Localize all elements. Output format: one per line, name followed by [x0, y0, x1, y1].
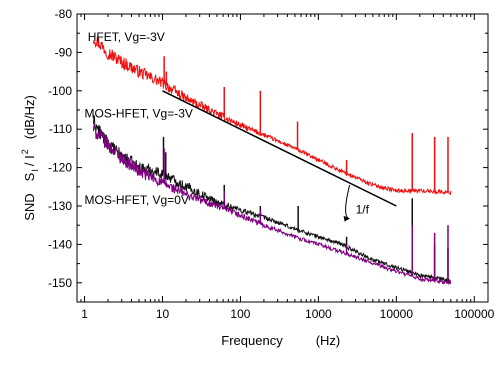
y-label-over-i: / I	[22, 155, 37, 166]
x-axis: 1 10 100 1000 10000 100000	[76, 14, 495, 321]
one-over-f-arrow	[345, 184, 351, 220]
annotations-group: HFET, Vg=-3V MOS-HFET, Vg=-3V MOS-HFET, Vg…	[85, 30, 370, 217]
y-tick-label: -130	[48, 199, 72, 213]
x-tick-label: 100	[230, 307, 250, 321]
x-tick-label: 10	[156, 307, 170, 321]
series-line	[92, 124, 452, 286]
x-tick-label: 1	[81, 307, 88, 321]
y-tick-label: -150	[48, 276, 72, 290]
y-label-sub-i: I	[30, 169, 40, 172]
x-axis-label-frequency: Frequency	[221, 333, 283, 348]
y-tick-label: -140	[48, 237, 72, 251]
series-group	[92, 36, 452, 286]
annotation-label: MOS-HFET, Vg=0V	[85, 193, 189, 207]
series-line	[92, 115, 452, 285]
y-label-s: S	[22, 172, 37, 181]
y-tick-label: -120	[48, 161, 72, 175]
one-over-f-reference-line	[162, 90, 397, 207]
y-tick-label: -90	[55, 45, 73, 59]
y-tick-label: -80	[55, 7, 73, 21]
y-label-unit: (dB/Hz)	[22, 95, 37, 139]
plot-frame	[76, 13, 489, 303]
x-axis-label-unit: (Hz)	[316, 333, 341, 348]
annotation-label: 1/f	[356, 203, 370, 217]
annotation-label: HFET, Vg=-3V	[88, 30, 165, 44]
y-label-sup-2: 2	[20, 149, 30, 154]
x-tick-label: 100000	[454, 307, 494, 321]
y-label-snd: SND	[22, 193, 37, 220]
annotation-label: MOS-HFET, Vg=-3V	[85, 107, 193, 121]
x-tick-label: 10000	[380, 307, 414, 321]
reference-line-group	[162, 90, 397, 222]
arrow-head	[343, 215, 350, 222]
y-axis-label-text: SND SI / I2 (dB/Hz)	[20, 95, 40, 221]
y-tick-label: -100	[48, 84, 72, 98]
x-tick-label: 1000	[305, 307, 332, 321]
y-tick-label: -110	[49, 122, 72, 136]
y-axis: -150 -140 -130 -120 -110 -100 -90 -80	[48, 7, 488, 290]
series-line	[92, 36, 452, 196]
y-axis-label: SND SI / I2 (dB/Hz)	[20, 95, 40, 221]
